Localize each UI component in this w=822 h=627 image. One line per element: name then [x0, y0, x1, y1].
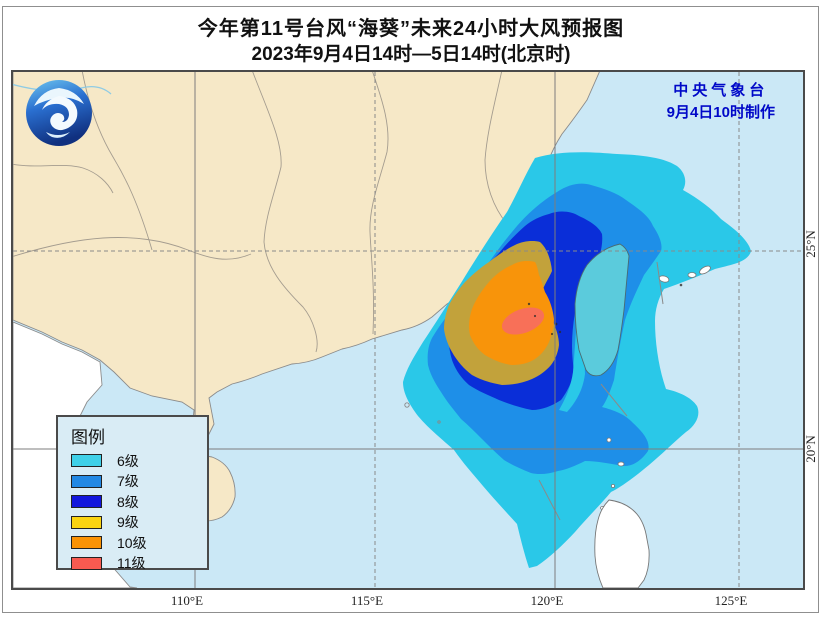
cma-logo: [26, 80, 92, 146]
legend-title: 图例: [71, 428, 105, 447]
credit-block: 中央气象台 9月4日10时制作: [667, 80, 775, 124]
lat-label-25n: 25°N: [803, 230, 818, 258]
lon-label-120e: 120°E: [530, 593, 564, 608]
legend-label-7: 7级: [117, 473, 139, 489]
lon-label-115e: 115°E: [350, 593, 384, 608]
legend-row-7: 7级: [71, 473, 207, 489]
legend-swatch-11: [71, 556, 102, 570]
lat-label-20n: 20°N: [803, 435, 818, 463]
legend-swatch-8: [71, 495, 102, 508]
luzon-island: [594, 499, 650, 588]
credit-agency: 中央气象台: [673, 82, 769, 99]
ridge-lines: [538, 261, 664, 521]
legend-label-9: 9级: [117, 514, 139, 530]
taiwan-island: [574, 243, 630, 377]
credit-issued-time: 9月4日10时制作: [666, 104, 775, 121]
lon-label-125e: 125°E: [714, 593, 748, 608]
map-canvas: [13, 72, 803, 588]
legend: 图例 6级 7级 8级 9级 10级 11级: [56, 415, 209, 571]
wind-area-level10: [468, 261, 554, 365]
map-title: 今年第11号台风“海葵”未来24小时大风预报图: [197, 18, 625, 40]
legend-label-11: 11级: [117, 555, 146, 571]
legend-label-10: 10级: [117, 534, 147, 551]
legend-swatch-10: [71, 536, 102, 549]
legend-label-8: 8级: [117, 493, 139, 510]
legend-label-6: 6级: [117, 452, 139, 469]
legend-row-10: 10级: [71, 535, 207, 551]
legend-row-6: 6级: [71, 453, 207, 469]
lon-label-110e: 110°E: [170, 593, 204, 608]
river: [13, 83, 112, 95]
province-borders: [13, 72, 508, 353]
legend-row-8: 8级: [71, 494, 207, 510]
legend-row-11: 11级: [71, 555, 207, 571]
islands-east-of-taiwan: [658, 265, 711, 287]
legend-row-9: 9级: [71, 514, 207, 530]
legend-swatch-9: [71, 515, 102, 529]
legend-swatch-7: [71, 474, 102, 488]
pratas-atoll: [404, 402, 441, 424]
wind-area-level11: [501, 307, 545, 335]
map-subtitle: 2023年9月4日14时—5日14时(北京时): [251, 44, 571, 65]
forecast-map: 中央气象台 9月4日10时制作 图例 6级 7级 8级 9级 10级 11级: [11, 70, 805, 590]
legend-swatch-6: [71, 454, 102, 467]
